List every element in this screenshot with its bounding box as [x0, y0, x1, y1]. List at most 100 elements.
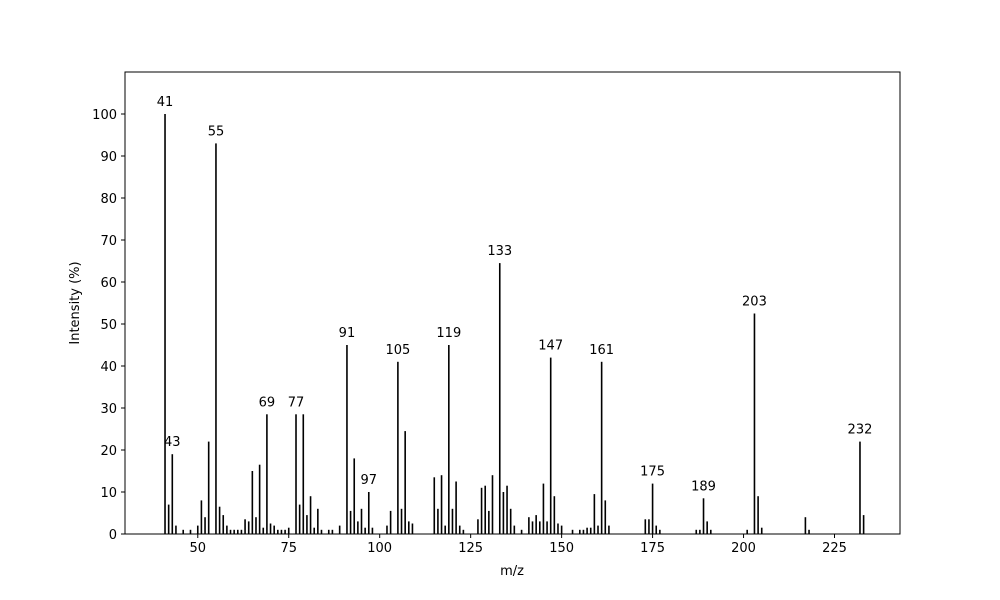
peak-label: 105	[385, 343, 410, 358]
peak	[346, 345, 348, 534]
y-tick-label: 100	[92, 108, 117, 123]
peak	[462, 529, 465, 534]
peak-label: 77	[288, 395, 305, 410]
peak	[280, 529, 283, 534]
peak	[560, 525, 563, 534]
x-axis-label: m/z	[500, 564, 524, 579]
peak	[298, 504, 301, 534]
peak	[306, 515, 308, 534]
peak	[200, 500, 203, 534]
peak	[528, 517, 530, 534]
peak-label: 133	[487, 244, 512, 259]
peak	[386, 525, 388, 534]
peak	[549, 357, 552, 534]
peak	[535, 515, 537, 534]
peak	[273, 525, 275, 534]
peak-label: 91	[339, 326, 356, 341]
peak	[542, 483, 545, 534]
x-tick-label: 75	[280, 541, 297, 556]
peak	[484, 485, 487, 534]
peak	[702, 498, 705, 534]
peak	[266, 414, 268, 534]
peak	[207, 441, 210, 534]
peak	[196, 525, 199, 534]
peak	[277, 529, 279, 534]
peak	[648, 519, 650, 534]
peak	[229, 529, 232, 534]
peak	[327, 529, 330, 534]
peak	[440, 475, 443, 534]
peak	[437, 508, 439, 534]
peak	[502, 492, 505, 534]
peak	[171, 454, 174, 534]
peak	[757, 496, 759, 534]
plot-frame	[124, 71, 901, 535]
peak	[659, 529, 661, 534]
peak	[397, 361, 399, 534]
peak	[760, 527, 763, 534]
peak	[557, 523, 559, 534]
peak	[706, 521, 708, 534]
x-tick-label: 200	[731, 541, 756, 556]
peak-label: 161	[589, 343, 614, 358]
peak-label: 203	[742, 295, 767, 310]
peak	[651, 483, 654, 534]
peak	[164, 114, 166, 534]
peak-label: 55	[208, 124, 225, 139]
peak	[488, 510, 490, 534]
peak	[597, 525, 599, 534]
peak	[571, 529, 574, 534]
peak	[582, 529, 585, 534]
peak	[189, 529, 192, 534]
peak-label: 147	[538, 339, 563, 354]
peak	[313, 527, 316, 534]
peak	[389, 510, 392, 534]
peak	[226, 525, 228, 534]
peak-label: 189	[691, 479, 716, 494]
peak	[309, 496, 312, 534]
peak	[531, 521, 534, 534]
peak	[320, 529, 323, 534]
peak	[808, 529, 810, 534]
peak	[349, 510, 352, 534]
peak	[520, 529, 523, 534]
peak	[433, 477, 436, 534]
y-tick-label: 60	[100, 276, 117, 291]
x-tick-label: 225	[822, 541, 847, 556]
peak-label: 69	[259, 395, 276, 410]
peak	[477, 519, 479, 534]
peak	[586, 527, 588, 534]
peak	[695, 529, 698, 534]
peak	[644, 519, 647, 534]
peak	[455, 481, 457, 534]
peak	[444, 525, 446, 534]
peak	[546, 521, 548, 534]
peak	[360, 508, 363, 534]
peak	[600, 361, 603, 534]
y-tick-label: 20	[100, 444, 117, 459]
peak	[746, 529, 748, 534]
x-tick-label: 50	[189, 541, 206, 556]
peak	[331, 529, 334, 534]
peak	[357, 521, 359, 534]
peak-label: 43	[164, 435, 181, 450]
peak	[608, 525, 610, 534]
peak	[167, 504, 170, 534]
peak	[258, 464, 261, 534]
y-tick-label: 50	[100, 318, 117, 333]
peak	[287, 527, 290, 534]
peak	[262, 527, 265, 534]
peak	[553, 496, 556, 534]
peak	[579, 529, 581, 534]
peak	[655, 525, 658, 534]
peak	[491, 475, 494, 534]
peak	[255, 517, 257, 534]
peak	[458, 525, 461, 534]
peak	[498, 263, 501, 534]
peak	[404, 431, 406, 534]
peak	[353, 458, 356, 534]
peak	[509, 508, 512, 534]
peak-label: 232	[848, 423, 873, 438]
peak	[513, 525, 516, 534]
peak	[862, 515, 865, 534]
